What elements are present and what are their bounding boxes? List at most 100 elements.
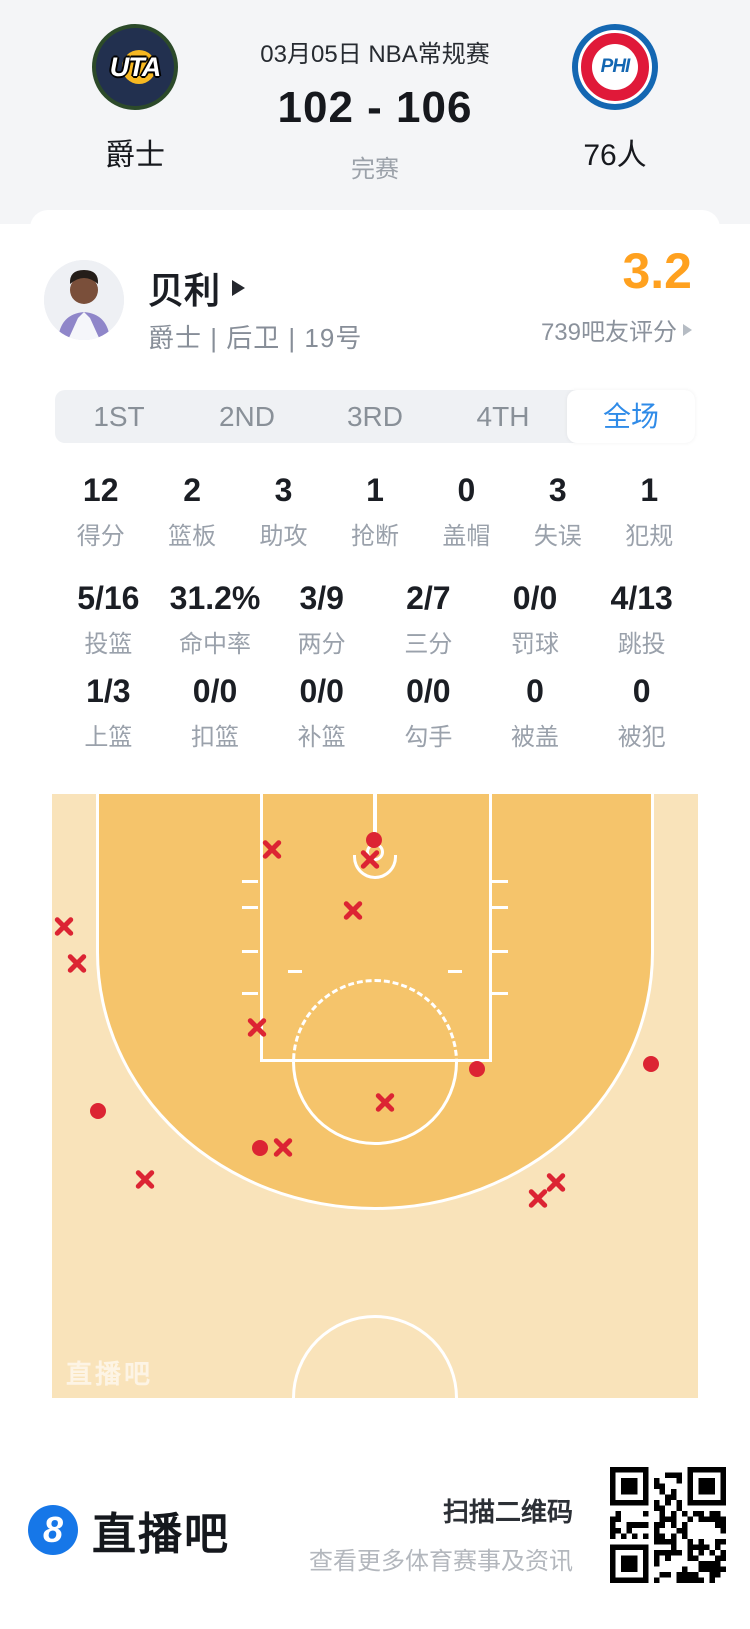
stat-ft-value: 0/0 <box>512 580 558 616</box>
jazz-logo-ball <box>122 50 156 84</box>
backboard-line <box>373 794 377 844</box>
stat-ft-label: 罚球 <box>511 631 560 658</box>
player-name-text: 贝利 <box>148 270 221 311</box>
stat-fouled-on-label: 被犯 <box>617 724 666 751</box>
stat-steals-value: 1 <box>366 472 384 508</box>
stat-hook-label: 勾手 <box>404 724 453 751</box>
stat-blocks: 0 盖帽 <box>421 472 512 551</box>
tab-3rd[interactable]: 3RD <box>346 401 403 432</box>
player-avatar[interactable] <box>44 260 124 340</box>
zhibo8-logo-icon: 8 <box>28 1505 78 1555</box>
tab-4th[interactable]: 4TH <box>476 401 530 432</box>
player-expand-arrow-icon <box>232 280 246 296</box>
stat-rebounds-label: 篮板 <box>168 523 217 550</box>
scan-title: 扫描二维码 <box>442 1497 573 1527</box>
stat-fg-value: 5/16 <box>77 580 140 616</box>
team-away-name: 76人 <box>583 139 647 172</box>
stat-points-label: 得分 <box>76 523 125 550</box>
missed-shot-marker <box>133 1167 157 1191</box>
stat-points-value: 12 <box>82 472 119 508</box>
stat-blocked: 0 被盖 <box>482 673 589 752</box>
stat-blocks-label: 盖帽 <box>442 523 491 550</box>
stat-blocked-value: 0 <box>526 673 544 709</box>
rating-votes-text: 739吧友评分 <box>540 319 677 346</box>
stat-rebounds-value: 2 <box>183 472 202 508</box>
stat-dunk-value: 0/0 <box>192 673 238 709</box>
stat-turnovers: 3 失误 <box>512 472 603 551</box>
missed-shot-marker <box>373 1090 397 1114</box>
tab-2nd[interactable]: 2ND <box>218 401 275 432</box>
lane-dash <box>288 970 302 973</box>
lane-tick <box>242 906 258 909</box>
court-watermark: 直播吧 <box>66 1359 154 1389</box>
missed-shot-marker <box>271 1135 295 1159</box>
brand-block: 8 直播吧 <box>28 1498 230 1562</box>
tab-full[interactable]: 全场 <box>567 390 695 443</box>
stat-fouls: 1 犯规 <box>604 472 695 551</box>
stat-fg-pct-label: 命中率 <box>179 631 251 658</box>
stat-turnovers-value: 3 <box>548 472 567 508</box>
stat-jumpshot-label: 跳投 <box>617 631 666 658</box>
lane-tick <box>492 992 508 995</box>
scan-subtitle: 查看更多体育赛事及资讯 <box>309 1548 573 1575</box>
stat-hook: 0/0 勾手 <box>375 673 482 752</box>
sixers-logo-abbr: PHI <box>600 56 631 77</box>
quarter-tabs: 1ST 2ND 3RD 4TH 全场 <box>55 390 695 443</box>
stat-fouled-on: 0 被犯 <box>588 673 695 752</box>
shot-chart: 直播吧 <box>52 794 698 1398</box>
stat-fouls-label: 犯规 <box>625 523 674 550</box>
rating-votes-link[interactable]: 739吧友评分 <box>541 312 692 347</box>
stat-jumpshot: 4/13 跳投 <box>588 580 695 659</box>
match-score: 102 - 106 <box>277 83 473 132</box>
stat-two-pt: 3/9 两分 <box>268 580 375 659</box>
missed-shot-marker <box>65 951 89 975</box>
player-meta: 爵士 | 后卫 | 19号 <box>148 323 363 353</box>
missed-shot-marker <box>260 837 284 861</box>
lane-tick <box>242 950 258 953</box>
stat-ft: 0/0 罚球 <box>482 580 589 659</box>
made-shot-marker <box>90 1103 106 1119</box>
made-shot-marker <box>252 1140 268 1156</box>
stats-row-shot-types: 1/3 上篮 0/0 扣篮 0/0 补篮 0/0 勾手 0 被盖 0 被犯 <box>55 673 695 752</box>
lane-tick <box>242 880 258 883</box>
player-name[interactable]: 贝利 <box>148 262 246 314</box>
match-status: 完赛 <box>351 156 399 183</box>
stat-dunk-label: 扣篮 <box>191 724 239 751</box>
stat-assists-label: 助攻 <box>259 523 308 550</box>
stat-three-pt: 2/7 三分 <box>375 580 482 659</box>
lane-tick <box>492 880 508 883</box>
stat-turnovers-label: 失误 <box>533 523 582 550</box>
stat-jumpshot-value: 4/13 <box>610 580 673 616</box>
stat-layup-label: 上篮 <box>84 724 133 751</box>
stat-blocked-label: 被盖 <box>511 724 560 751</box>
stat-putback: 0/0 补篮 <box>268 673 375 752</box>
made-shot-marker <box>643 1056 659 1072</box>
player-stats-card: 贝利 爵士 | 后卫 | 19号 3.2 739吧友评分 1ST 2ND 3RD 4T… <box>30 210 720 1420</box>
jazz-logo-abbr: UTA <box>109 51 161 82</box>
sixers-logo-icon: PHI <box>572 24 658 110</box>
stat-points: 12 得分 <box>55 472 146 551</box>
team-home[interactable]: UTA 爵士 <box>35 24 235 174</box>
lane-tick <box>242 992 258 995</box>
stat-layup-value: 1/3 <box>86 673 131 709</box>
app-footer: 8 直播吧 扫描二维码 查看更多体育赛事及资讯 <box>0 1460 750 1629</box>
missed-shot-marker <box>358 847 382 871</box>
sixers-logo-center: PHI <box>592 44 638 90</box>
team-home-name: 爵士 <box>105 139 165 172</box>
tab-1st[interactable]: 1ST <box>93 401 145 432</box>
lane-tick <box>492 950 508 953</box>
stat-two-pt-label: 两分 <box>297 631 346 658</box>
stat-assists: 3 助攻 <box>238 472 329 551</box>
match-center: 03月05日 NBA常规赛 102 - 106 完赛 <box>185 0 565 184</box>
lane-dash <box>448 970 462 973</box>
team-away[interactable]: PHI 76人 <box>515 24 715 174</box>
scan-block: 扫描二维码 查看更多体育赛事及资讯 <box>309 1492 573 1576</box>
stats-row-basic: 12 得分 2 篮板 3 助攻 1 抢断 0 盖帽 3 失误 1 犯规 <box>55 472 695 551</box>
stat-fouls-value: 1 <box>640 472 659 508</box>
stat-three-pt-label: 三分 <box>404 631 453 658</box>
stat-two-pt-value: 3/9 <box>299 580 344 616</box>
sixers-logo-ring: PHI <box>578 30 652 104</box>
missed-shot-marker <box>526 1186 550 1210</box>
missed-shot-marker <box>245 1015 269 1039</box>
